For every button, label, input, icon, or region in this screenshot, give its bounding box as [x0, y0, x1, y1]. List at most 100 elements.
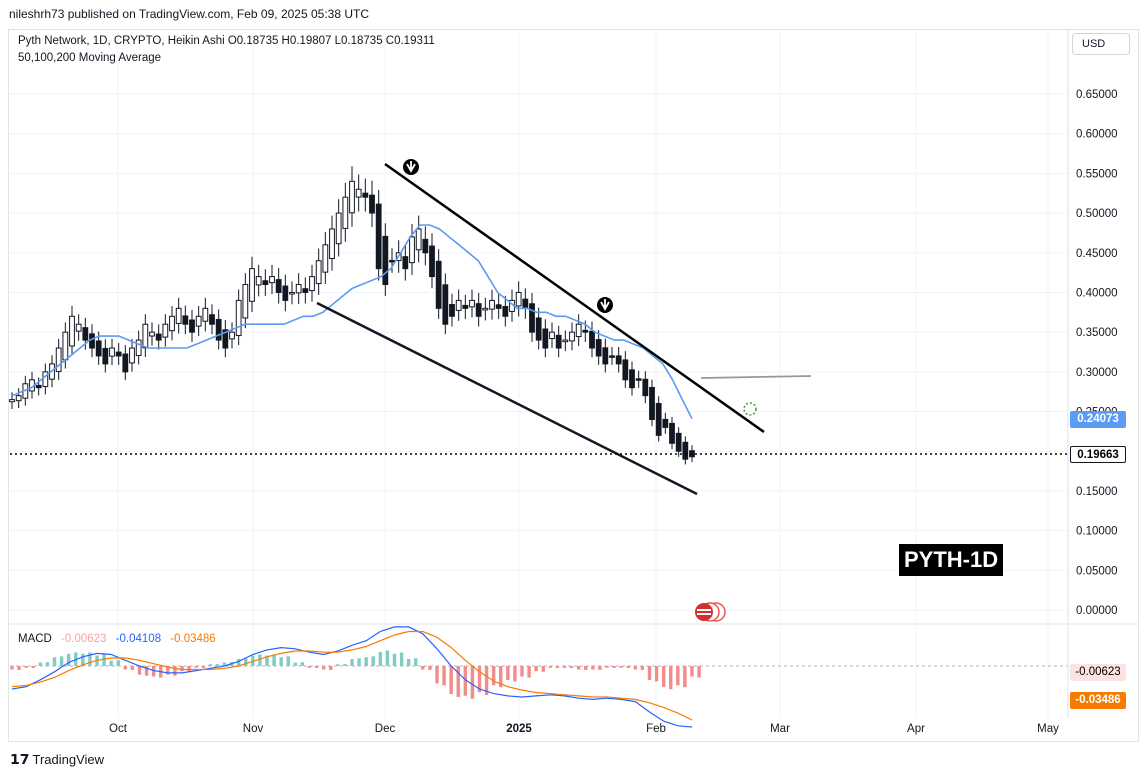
macd-histogram-bar [456, 666, 460, 697]
candle-body [249, 268, 255, 302]
candle [475, 292, 482, 327]
candle [615, 347, 622, 373]
publisher-line: nileshrh73 published on TradingView.com,… [9, 7, 370, 21]
macd-histogram-bar [626, 666, 630, 668]
macd-histogram-bar [612, 666, 616, 668]
candle [669, 416, 675, 450]
resistance-horizontal-line[interactable] [700, 375, 812, 379]
time-tick-label: May [1037, 723, 1059, 735]
macd-legend-histogram: -0.00623 [61, 633, 107, 645]
time-tick-label: Apr [907, 723, 925, 735]
candle-body [462, 304, 469, 309]
macd-histogram-bar [329, 666, 333, 670]
candle [262, 269, 269, 296]
channel-upper-trendline[interactable] [384, 162, 765, 434]
candle [549, 322, 555, 349]
candle [149, 322, 155, 346]
price-tick-label: 0.40000 [1076, 287, 1118, 299]
macd-histogram-bar [449, 666, 453, 694]
macd-histogram-bar [314, 666, 319, 668]
candle-body [9, 399, 15, 403]
candle-body [655, 402, 662, 436]
price-tick-label: 0.55000 [1076, 168, 1118, 180]
candle [295, 273, 302, 304]
macd-histogram-bar [307, 666, 312, 668]
macd-histogram-bar [697, 666, 701, 678]
candle-body [569, 331, 575, 342]
macd-histogram-bar [435, 666, 439, 684]
candle-body [302, 288, 309, 293]
macd-histogram-bar [123, 666, 128, 670]
candle [575, 314, 582, 347]
us-flag-icon[interactable] [695, 602, 726, 622]
macd-histogram-bar [442, 666, 446, 686]
candle [182, 305, 189, 335]
candle-body [189, 319, 195, 333]
candle [542, 319, 549, 358]
candle [109, 338, 115, 366]
macd-legend-title: MACD [18, 633, 52, 645]
macd-histogram-bar [647, 666, 652, 680]
macd-histogram-bar [385, 650, 390, 666]
candle-body [635, 378, 642, 381]
macd-histogram-bar [569, 666, 574, 668]
macd-histogram-bar [562, 666, 567, 668]
candle [682, 436, 689, 465]
candle [629, 361, 635, 396]
candle [495, 294, 502, 319]
macd-histogram-bar [265, 655, 269, 666]
candle-body [235, 299, 242, 337]
candle-body [542, 328, 549, 349]
candle [122, 345, 129, 381]
macd-histogram-bar [406, 659, 411, 666]
candle-body [362, 192, 369, 198]
tradingview-logo[interactable]: 𝟭𝟳 TradingView [10, 751, 104, 768]
candle-body [62, 331, 69, 361]
macd-histogram-bar [541, 666, 545, 672]
candle-body [295, 284, 302, 294]
macd-histogram-bar [38, 662, 43, 666]
macd-histogram-bar [300, 662, 305, 666]
macd-histogram-bar [428, 666, 432, 670]
candle [422, 226, 429, 266]
candle [202, 297, 209, 332]
candle-body [535, 317, 542, 341]
candle [115, 343, 122, 365]
chart-frame [8, 29, 1139, 742]
macd-histogram-bar [399, 652, 404, 666]
candle [289, 281, 295, 305]
macd-histogram-bar [520, 666, 524, 677]
candle-body [175, 307, 182, 324]
currency-button[interactable]: USD [1072, 33, 1130, 55]
tv-logo-icon: 𝟭𝟳 [10, 751, 30, 767]
candle-body [609, 355, 615, 358]
time-axis: Oct Nov Dec 2025 Feb Mar Apr May [109, 723, 1059, 735]
macd-histogram-bar [661, 666, 666, 687]
candle-body [409, 236, 415, 264]
price-tick-label: 0.00000 [1076, 605, 1118, 617]
candle-body [495, 304, 502, 309]
macd-histogram-bar [619, 666, 623, 668]
macd-histogram-bar [208, 664, 213, 666]
macd-histogram-bar [236, 659, 241, 666]
macd-histogram-bar [598, 666, 602, 670]
macd-histogram-bar [194, 666, 198, 668]
macd-histogram-bar [17, 666, 21, 670]
candle-body [455, 299, 462, 311]
time-tick-label: Nov [243, 723, 264, 735]
candle-body [229, 331, 235, 340]
candle-body [662, 418, 669, 428]
candle [562, 330, 569, 352]
candles [9, 166, 695, 465]
candle-body [209, 314, 215, 325]
candle [435, 249, 442, 319]
macd-histogram-bar [676, 666, 680, 686]
macd-histogram-bar [591, 666, 595, 670]
candle [209, 304, 215, 335]
candle-body [615, 355, 622, 365]
macd-histogram-bar [144, 666, 149, 676]
channel-lower-trendline[interactable] [316, 301, 698, 496]
down-arrow-marker-2 [597, 297, 613, 313]
candle-body [622, 359, 629, 381]
